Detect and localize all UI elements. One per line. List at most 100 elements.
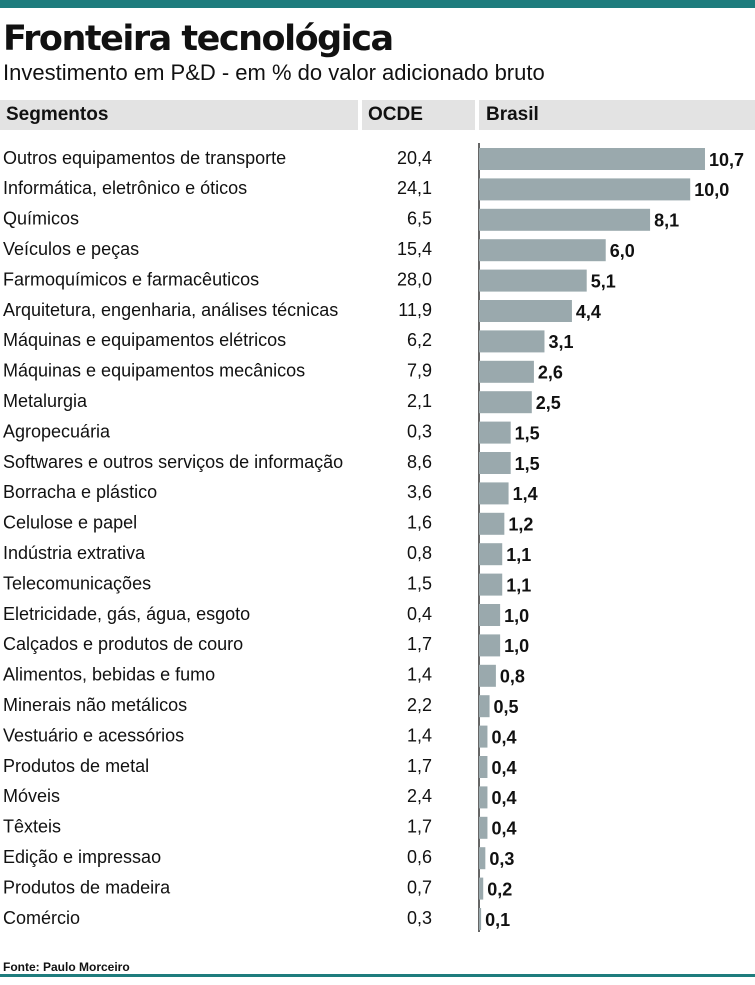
data-label: 0,5 xyxy=(494,697,519,717)
column-header: Brasil xyxy=(486,104,539,125)
ocde-value: 3,6 xyxy=(407,482,432,502)
bar xyxy=(479,756,488,778)
category-label: Farmoquímicos e farmacêuticos xyxy=(3,269,259,289)
ocde-value: 0,3 xyxy=(407,421,432,441)
header-bg xyxy=(0,100,358,130)
data-label: 8,1 xyxy=(654,211,679,231)
ocde-value: 0,8 xyxy=(407,543,432,563)
category-label: Máquinas e equipamentos mecânicos xyxy=(3,361,305,381)
data-label: 1,4 xyxy=(513,484,538,504)
data-label: 1,0 xyxy=(504,636,529,656)
data-label: 5,1 xyxy=(591,271,616,291)
top-rule xyxy=(0,0,755,8)
ocde-value: 1,7 xyxy=(407,634,432,654)
bar xyxy=(479,908,482,930)
data-label: 1,1 xyxy=(506,575,531,595)
ocde-value: 0,4 xyxy=(407,604,432,624)
category-label: Móveis xyxy=(3,786,60,806)
source: Fonte: Paulo Morceiro xyxy=(3,960,130,974)
bar xyxy=(479,786,488,809)
data-label: 2,5 xyxy=(536,393,561,413)
data-label: 1,5 xyxy=(515,454,540,474)
bar xyxy=(479,148,705,170)
category-label: Celulose e papel xyxy=(3,513,137,533)
bar xyxy=(479,178,691,201)
data-label: 4,4 xyxy=(576,302,601,322)
ocde-value: 0,6 xyxy=(407,847,432,867)
bar xyxy=(479,360,534,383)
category-label: Têxteis xyxy=(3,817,61,837)
bar xyxy=(479,208,651,231)
data-label: 1,1 xyxy=(506,545,531,565)
ocde-value: 0,3 xyxy=(407,908,432,928)
category-label: Eletricidade, gás, água, esgoto xyxy=(3,604,250,624)
data-label: 0,4 xyxy=(491,758,516,778)
category-label: Indústria extrativa xyxy=(3,543,146,563)
category-label: Vestuário e acessórios xyxy=(3,725,184,745)
data-label: 6,0 xyxy=(610,241,635,261)
category-label: Químicos xyxy=(3,209,79,229)
ocde-value: 15,4 xyxy=(397,239,432,259)
bar xyxy=(479,604,501,626)
bottom-rule xyxy=(0,974,755,977)
data-label: 10,0 xyxy=(694,180,729,200)
ocde-value: 6,2 xyxy=(407,330,432,350)
category-label: Metalurgia xyxy=(3,391,88,411)
category-label: Comércio xyxy=(3,908,80,928)
ocde-value: 2,1 xyxy=(407,391,432,411)
data-label: 0,4 xyxy=(491,819,516,839)
bar xyxy=(479,300,572,322)
data-label: 3,1 xyxy=(548,332,573,352)
category-label: Veículos e peças xyxy=(3,239,139,259)
ocde-value: 7,9 xyxy=(407,361,432,381)
data-label: 0,3 xyxy=(489,849,514,869)
ocde-value: 1,4 xyxy=(407,725,432,745)
bar xyxy=(479,816,488,839)
category-label: Produtos de metal xyxy=(3,756,149,776)
category-label: Minerais não metálicos xyxy=(3,695,187,715)
data-label: 10,7 xyxy=(709,150,744,170)
bar xyxy=(479,543,503,566)
ocde-value: 28,0 xyxy=(397,269,432,289)
ocde-value: 1,6 xyxy=(407,513,432,533)
ocde-value: 1,7 xyxy=(407,756,432,776)
data-label: 0,1 xyxy=(485,910,510,930)
category-label: Máquinas e equipamentos elétricos xyxy=(3,330,286,350)
ocde-value: 2,4 xyxy=(407,786,432,806)
ocde-value: 6,5 xyxy=(407,209,432,229)
column-header: OCDE xyxy=(368,104,423,125)
data-label: 0,2 xyxy=(487,879,512,899)
data-label: 1,2 xyxy=(508,515,533,535)
bar xyxy=(479,664,496,687)
bar xyxy=(479,421,511,444)
ocde-value: 2,2 xyxy=(407,695,432,715)
category-label: Produtos de madeira xyxy=(3,877,171,897)
category-label: Borracha e plástico xyxy=(3,482,157,502)
ocde-value: 24,1 xyxy=(397,178,432,198)
bar xyxy=(479,634,501,657)
bar xyxy=(479,877,484,900)
data-label: 1,5 xyxy=(515,423,540,443)
bar xyxy=(479,847,486,870)
bar xyxy=(479,391,532,414)
bar xyxy=(479,482,509,505)
ocde-value: 1,4 xyxy=(407,665,432,685)
header-bg xyxy=(479,100,755,130)
data-label: 2,6 xyxy=(538,363,563,383)
ocde-value: 11,9 xyxy=(398,300,432,320)
category-label: Agropecuária xyxy=(3,421,111,441)
ocde-value: 1,7 xyxy=(407,817,432,837)
ocde-value: 1,5 xyxy=(407,573,432,593)
data-label: 0,4 xyxy=(491,788,516,808)
category-label: Outros equipamentos de transporte xyxy=(3,148,286,168)
bar xyxy=(479,695,490,718)
category-label: Calçados e produtos de couro xyxy=(3,634,243,654)
data-label: 1,0 xyxy=(504,606,529,626)
data-label: 0,8 xyxy=(500,667,525,687)
bar xyxy=(479,512,505,535)
ocde-value: 20,4 xyxy=(397,148,432,168)
column-header: Segmentos xyxy=(6,104,108,125)
category-label: Arquitetura, engenharia, análises técnic… xyxy=(3,300,338,320)
data-label: 0,4 xyxy=(491,727,516,747)
